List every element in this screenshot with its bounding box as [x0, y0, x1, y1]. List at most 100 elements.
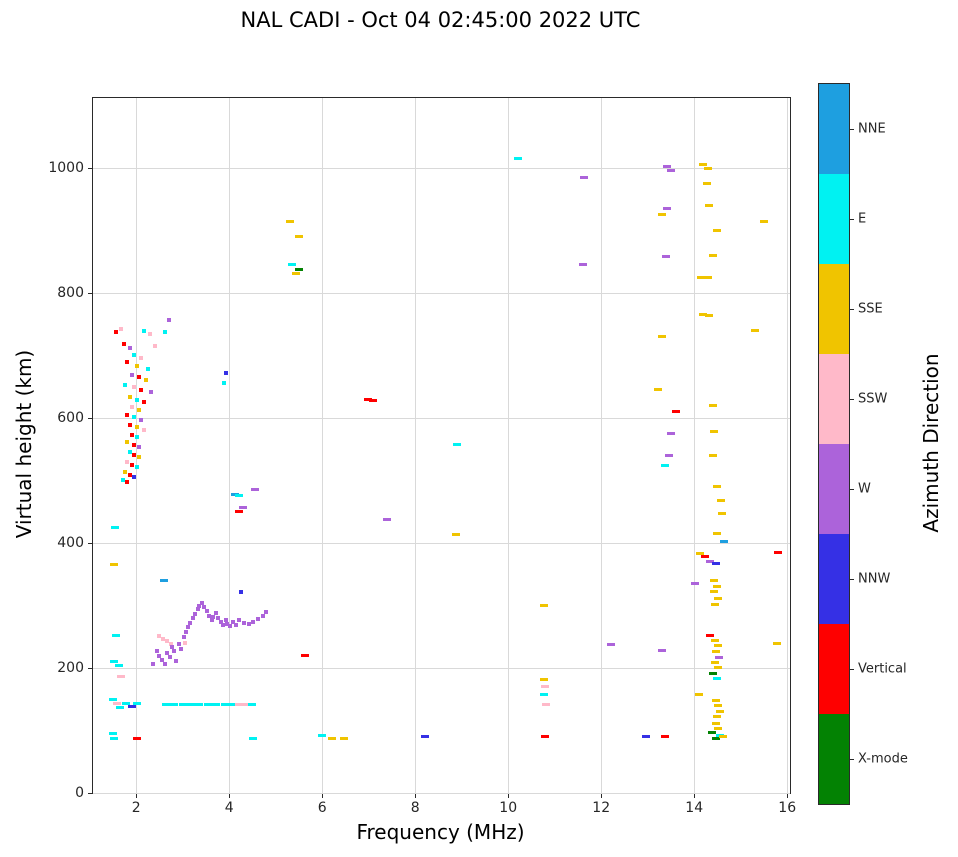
scatter-point [172, 649, 177, 654]
scatter-point [127, 346, 132, 350]
colorbar-tick-mark [850, 669, 854, 670]
scatter-point [709, 590, 718, 594]
scatter-point [239, 505, 248, 509]
scatter-point [328, 736, 337, 740]
scatter-point [246, 622, 251, 627]
x-tick-mark [601, 794, 603, 798]
scatter-point [148, 331, 153, 336]
scatter-point [133, 701, 142, 705]
scatter-point [242, 621, 247, 625]
scatter-point [141, 427, 146, 432]
scatter-point [195, 607, 200, 612]
x-tick-mark [322, 794, 324, 798]
scatter-point [710, 660, 719, 664]
scatter-point [200, 601, 205, 605]
scatter-point [134, 364, 139, 369]
scatter-point [142, 328, 147, 333]
x-tick-label: 16 [778, 800, 797, 816]
colorbar-segment [819, 714, 849, 804]
scatter-point [111, 525, 120, 529]
scatter-point [114, 664, 123, 667]
scatter-point [168, 641, 173, 646]
colorbar-tick-label: SSW [858, 391, 888, 407]
scatter-point [657, 213, 666, 217]
colorbar-tick-mark [850, 489, 854, 490]
colorbar-segment [819, 354, 849, 444]
colorbar-segment [819, 444, 849, 534]
scatter-point [125, 412, 130, 417]
scatter-point [713, 584, 722, 588]
scatter-point [714, 704, 723, 707]
scatter-point [220, 622, 225, 627]
scatter-point [339, 736, 348, 740]
scatter-point [157, 653, 162, 658]
scatter-point [163, 661, 168, 666]
scatter-point [177, 641, 182, 646]
scatter-point [127, 395, 132, 400]
scatter-point [706, 559, 715, 563]
grid-line-horizontal [93, 668, 790, 669]
scatter-point [132, 442, 137, 447]
scatter-point [133, 736, 142, 740]
scatter-point [708, 454, 717, 457]
y-tick-mark [88, 418, 92, 419]
x-tick-label: 14 [685, 800, 704, 816]
colorbar-tick-mark [850, 309, 854, 310]
scatter-point [206, 613, 211, 618]
scatter-point [125, 460, 130, 465]
scatter-point [292, 271, 301, 275]
scatter-point [383, 517, 392, 521]
scatter-point [190, 616, 195, 620]
scatter-point [187, 702, 196, 706]
scatter-point [203, 702, 212, 706]
scatter-point [235, 494, 244, 497]
scatter-point [188, 621, 193, 625]
scatter-point [711, 721, 720, 725]
scatter-point [192, 611, 197, 616]
x-tick-mark [229, 794, 231, 798]
scatter-point [657, 335, 666, 339]
scatter-point [708, 671, 717, 675]
scatter-point [294, 235, 303, 239]
scatter-point [220, 702, 229, 706]
grid-line-vertical [415, 98, 417, 793]
colorbar-axis-label: Azimuth Direction [919, 353, 943, 533]
colorbar-tick-label: NNW [858, 571, 891, 587]
scatter-point [363, 397, 372, 401]
x-tick-label: 10 [499, 800, 518, 816]
scatter-point [750, 329, 759, 332]
colorbar-tick-mark [850, 219, 854, 220]
scatter-point [260, 613, 265, 618]
grid-line-vertical [322, 98, 324, 793]
scatter-point [127, 472, 132, 477]
scatter-point [225, 621, 230, 626]
colorbar-tick-label: NNE [858, 121, 886, 137]
scatter-point [653, 388, 662, 392]
colorbar-segment [819, 624, 849, 714]
scatter-point [114, 329, 119, 334]
scatter-point [664, 454, 673, 457]
scatter-point [164, 639, 169, 644]
scatter-point [661, 464, 670, 467]
scatter-point [714, 726, 723, 730]
colorbar-tick-label: E [858, 211, 867, 227]
y-tick-mark [88, 168, 92, 169]
scatter-point [125, 440, 130, 445]
plot-area: 2 4 6 8 10 12 14 16 0 200 400 600 800 1000 [48, 97, 796, 816]
grid-line-horizontal [93, 543, 790, 544]
y-tick-label: 0 [75, 785, 84, 801]
scatter-point [132, 475, 137, 480]
scatter-point [694, 693, 703, 697]
scatter-point [124, 360, 129, 365]
scatter-point [714, 665, 723, 669]
scatter-point [134, 465, 139, 470]
scatter-point [285, 220, 294, 224]
scatter-point [263, 610, 268, 615]
y-tick-label: 800 [57, 285, 84, 301]
scatter-point [671, 410, 680, 414]
scatter-point [513, 157, 522, 161]
scatter-point [117, 675, 126, 679]
colorbar-segment [819, 84, 849, 174]
scatter-point [711, 736, 720, 740]
scatter-point [579, 175, 588, 179]
